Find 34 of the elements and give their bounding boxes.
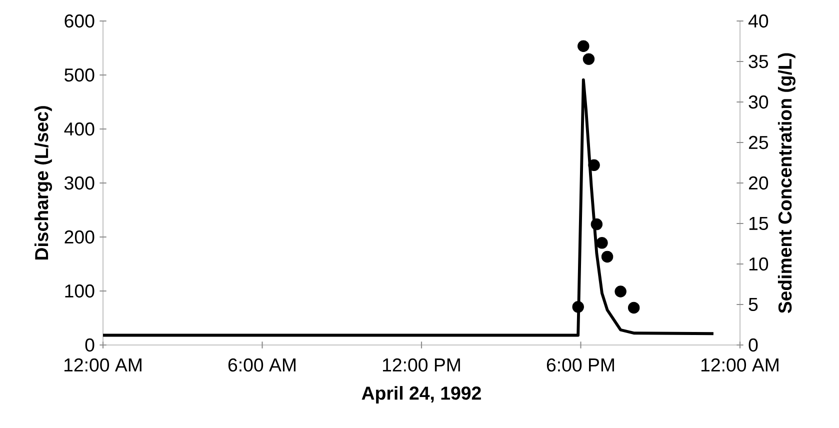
point xyxy=(588,159,600,172)
y2-axis-title: Sediment Concentration (g/L) xyxy=(778,53,796,314)
y2-tick-label: 30 xyxy=(748,95,768,109)
y2-tick-label: 35 xyxy=(748,54,768,68)
point xyxy=(572,301,584,313)
y-tick-label: 300 xyxy=(64,176,94,190)
x-tick-label: 6:00 PM xyxy=(546,358,614,372)
point xyxy=(628,302,640,314)
y2-tick-label: 20 xyxy=(748,176,768,190)
x-axis-title: April 24, 1992 xyxy=(362,386,481,404)
y-tick-label: 100 xyxy=(65,284,94,298)
point xyxy=(578,40,590,52)
x-tick-label: 6:00 AM xyxy=(228,358,296,372)
y-tick-label: 0 xyxy=(85,338,94,352)
point xyxy=(614,286,626,298)
y2-tick-label: 40 xyxy=(748,14,768,28)
line-series xyxy=(102,78,715,337)
point xyxy=(582,53,595,65)
y2-tick-label: 5 xyxy=(748,298,758,312)
x-tick-label: 12:00 AM xyxy=(64,358,142,372)
y-tick-label: 400 xyxy=(64,122,94,136)
y-tick-label: 600 xyxy=(64,14,94,28)
point xyxy=(590,218,603,230)
x-tick-label: 12:00 AM xyxy=(701,358,778,372)
y-axis-title: Discharge (L/sec) xyxy=(34,106,52,260)
y2-tick-label: 10 xyxy=(749,257,768,271)
y-tick-label: 200 xyxy=(64,230,94,244)
point xyxy=(596,237,608,249)
point xyxy=(601,250,614,263)
x-tick-label: 12:00 PM xyxy=(382,358,460,372)
y2-tick-label: 0 xyxy=(748,338,758,352)
y-tick-label: 500 xyxy=(64,68,94,82)
y2-tick-label: 15 xyxy=(749,216,768,230)
y2-tick-label: 25 xyxy=(748,136,768,150)
